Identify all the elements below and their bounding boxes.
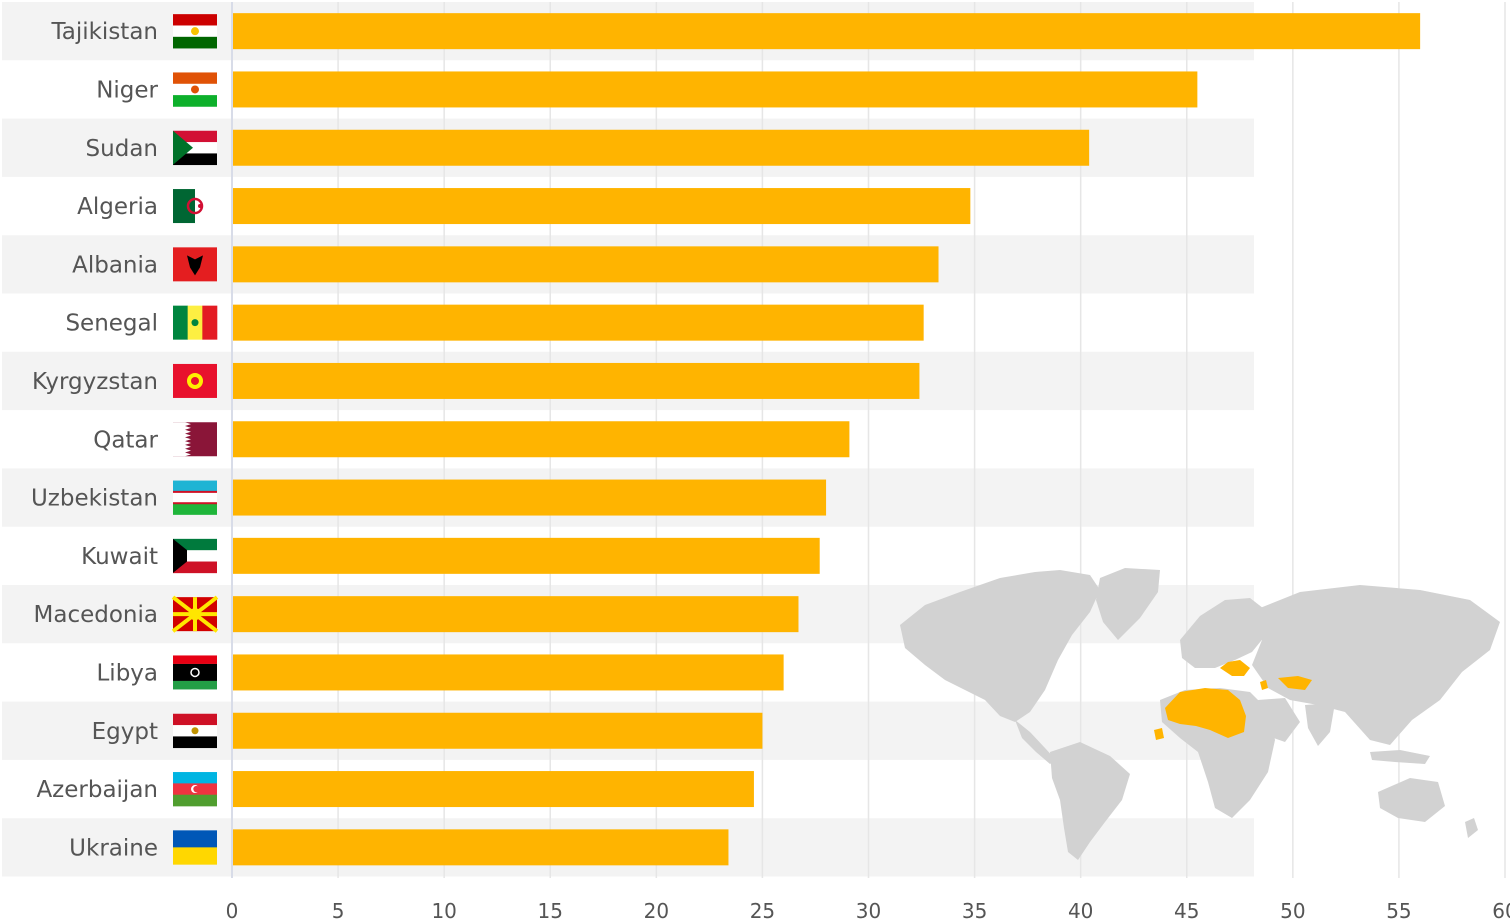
bar	[233, 479, 827, 516]
bar	[233, 362, 920, 399]
ukraine-flag-icon	[173, 830, 217, 865]
libya-flag-icon	[173, 655, 217, 690]
bar	[233, 596, 799, 633]
map-indonesia	[1370, 750, 1430, 764]
map-highlight-north-africa	[1165, 688, 1246, 738]
category-label: Senegal	[65, 311, 158, 337]
albania-flag-icon	[173, 247, 217, 282]
bar	[233, 829, 729, 866]
map-central-america	[1015, 720, 1056, 764]
category-labels: Tajikistan Niger Sudan Algeria Albania Senega…	[31, 19, 159, 861]
map-north-america	[900, 570, 1100, 722]
map-asia	[1252, 585, 1500, 745]
x-tick-label: 55	[1386, 899, 1411, 921]
x-tick-label: 30	[856, 899, 881, 921]
bar	[233, 129, 1090, 166]
category-label: Algeria	[77, 194, 158, 220]
bar	[233, 654, 784, 691]
map-arabia	[1258, 698, 1300, 742]
bar	[233, 771, 754, 808]
kyrgyzstan-flag-icon	[173, 363, 217, 398]
bar	[233, 13, 1421, 50]
bar	[233, 712, 763, 749]
category-label: Tajikistan	[51, 19, 159, 45]
category-label: Ukraine	[69, 835, 158, 861]
flag-icons	[171, 14, 219, 865]
bars	[233, 13, 1421, 866]
category-label: Sudan	[86, 136, 158, 162]
category-label: Niger	[96, 77, 158, 103]
x-axis-ticks: 0 5 10 15 20 25 30 35 40 45 50 55 60	[226, 899, 1510, 921]
tajikistan-flag-icon	[173, 14, 217, 49]
map-highlight-balkans	[1220, 660, 1250, 676]
map-india	[1305, 703, 1335, 746]
bar	[233, 537, 820, 574]
map-new-zealand	[1465, 818, 1478, 838]
x-tick-label: 15	[538, 899, 563, 921]
x-tick-label: 40	[1068, 899, 1093, 921]
map-greenland	[1096, 568, 1160, 640]
x-tick-label: 20	[644, 899, 669, 921]
map-europe	[1180, 598, 1268, 668]
category-label: Uzbekistan	[31, 486, 158, 512]
x-tick-label: 35	[962, 899, 987, 921]
x-tick-label: 5	[332, 899, 345, 921]
map-south-america	[1050, 742, 1130, 860]
map-highlight-gulf	[1260, 680, 1268, 690]
map-highlight-central-asia	[1278, 676, 1312, 690]
niger-flag-icon	[173, 72, 217, 107]
qatar-flag-icon	[173, 422, 217, 457]
algeria-flag-icon	[173, 189, 218, 224]
kuwait-flag-icon	[173, 538, 217, 574]
x-tick-label: 60	[1492, 899, 1510, 921]
x-tick-label: 50	[1280, 899, 1305, 921]
bar	[233, 71, 1198, 108]
bar	[233, 188, 971, 225]
bar	[233, 246, 939, 283]
category-label: Azerbaijan	[36, 777, 158, 803]
category-label: Kyrgyzstan	[32, 369, 158, 395]
category-label: Egypt	[92, 719, 158, 745]
x-tick-label: 10	[431, 899, 456, 921]
egypt-flag-icon	[173, 713, 217, 749]
azerbaijan-flag-icon	[173, 772, 217, 807]
category-label: Macedonia	[34, 602, 158, 628]
macedonia-flag-icon	[171, 595, 219, 633]
map-australia	[1378, 778, 1445, 822]
category-label: Qatar	[93, 427, 158, 453]
x-tick-label: 0	[226, 899, 239, 921]
world-map-icon	[900, 568, 1500, 860]
x-tick-label: 45	[1174, 899, 1199, 921]
map-highlight-sahel	[1154, 728, 1164, 740]
sudan-flag-icon	[173, 130, 217, 166]
uzbekistan-flag-icon	[173, 480, 217, 515]
senegal-flag-icon	[173, 305, 218, 340]
category-label: Libya	[96, 660, 158, 686]
bar	[233, 304, 924, 341]
bar	[233, 421, 850, 458]
category-label: Kuwait	[81, 544, 158, 570]
x-tick-label: 25	[750, 899, 775, 921]
category-label: Albania	[72, 252, 158, 278]
